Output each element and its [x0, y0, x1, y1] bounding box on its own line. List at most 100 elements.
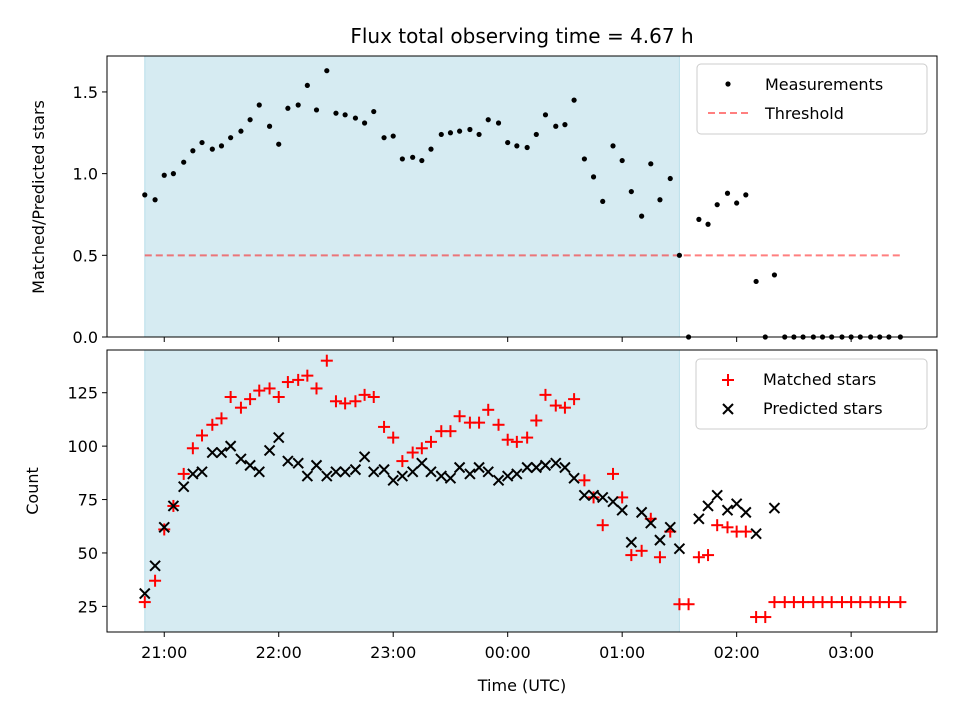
- predicted-stars-point: [673, 542, 686, 555]
- measurements-point: [639, 213, 645, 219]
- measurements-point: [753, 278, 759, 285]
- predicted-stars-point: [616, 504, 628, 516]
- predicted-stars-point: [530, 461, 543, 474]
- matched-stars-point: [263, 382, 276, 395]
- predicted-stars-point: [425, 466, 437, 478]
- measurements-point: [428, 146, 434, 152]
- measurements-point: [324, 68, 330, 74]
- matched-stars-point: [358, 388, 371, 401]
- measurements-point: [209, 146, 215, 152]
- measurements-point: [476, 131, 482, 138]
- measurements-point: [419, 157, 425, 164]
- ratio-y-tick-label: 1.0: [73, 165, 98, 184]
- matched-stars-point: [578, 474, 591, 487]
- measurements-point: [352, 115, 359, 121]
- measurements-point: [371, 108, 377, 115]
- counts-y-tick-label: 75: [78, 491, 98, 510]
- measurements-point: [562, 122, 568, 128]
- predicted-stars-point: [224, 440, 237, 452]
- predicted-stars-point: [196, 466, 208, 478]
- predicted-stars-point: [730, 498, 743, 510]
- measurements-point: [218, 143, 225, 149]
- measurements-point: [648, 161, 654, 167]
- ratio-legend: Measurements Threshold: [696, 63, 928, 135]
- matched-stars-point: [186, 442, 199, 455]
- measurements-point: [505, 139, 511, 146]
- predicted-stars-point: [664, 521, 676, 534]
- measurements-point: [524, 144, 530, 151]
- matched-stars-point: [473, 416, 486, 429]
- matched-stars-point: [158, 523, 171, 536]
- legend-predicted-marker: [722, 403, 734, 415]
- measurements-point: [410, 154, 416, 160]
- measurements-point: [390, 133, 396, 139]
- measurements-point: [743, 192, 749, 198]
- chart-title: Flux total observing time = 4.67 h: [350, 24, 693, 48]
- counts-y-tick-label: 50: [78, 544, 98, 563]
- predicted-stars-point: [368, 466, 380, 478]
- measurements-point: [276, 141, 282, 147]
- predicted-stars-point: [578, 489, 591, 501]
- measurements-point: [667, 175, 673, 182]
- ratio-plot-frame: [106, 55, 938, 338]
- predicted-stars-point: [282, 455, 294, 467]
- matched-stars-point: [894, 596, 907, 609]
- measurements-point: [152, 197, 158, 203]
- matched-stars-point: [215, 412, 228, 425]
- matched-stars-point: [721, 521, 734, 534]
- legend-matched-marker: [722, 374, 734, 386]
- predicted-stars-point: [273, 431, 285, 444]
- matched-stars-point: [482, 403, 495, 416]
- predicted-stars-point: [387, 474, 399, 487]
- measurements-point: [495, 120, 502, 126]
- predicted-stars-point: [511, 468, 523, 480]
- matched-stars-point: [702, 549, 715, 562]
- predicted-stars-point: [187, 468, 199, 480]
- matched-stars-point: [587, 491, 600, 504]
- counts-legend-box: [695, 358, 928, 430]
- matched-stars-point: [224, 391, 237, 403]
- matched-stars-point: [653, 551, 666, 564]
- matched-stars-point: [711, 519, 724, 532]
- matched-stars-point: [854, 596, 867, 609]
- matched-stars-point: [406, 446, 419, 459]
- matched-stars-point: [882, 596, 895, 609]
- predicted-stars-point: [206, 446, 219, 459]
- measurements-point: [190, 148, 196, 154]
- measurements-point: [399, 156, 405, 162]
- matched-stars-point: [692, 551, 705, 564]
- predicted-stars-point: [310, 459, 323, 472]
- measurements-point: [553, 123, 559, 129]
- matched-stars-point: [138, 596, 151, 609]
- matched-stars-point: [568, 393, 581, 406]
- measurements-point: [590, 174, 597, 180]
- counts-y-tick-label: 25: [78, 597, 98, 616]
- predicted-stars-point: [139, 587, 151, 600]
- ratio-y-axis-label: Matched/Predicted stars: [29, 100, 48, 294]
- measurements-point: [467, 126, 473, 133]
- x-tick-label: 21:00: [141, 643, 187, 662]
- predicted-stars-point: [167, 500, 180, 512]
- measurements-point: [734, 200, 740, 206]
- predicted-stars-point: [416, 457, 428, 469]
- predicted-stars-point: [263, 444, 276, 457]
- predicted-stars-point: [501, 470, 514, 482]
- predicted-stars-point: [149, 560, 161, 572]
- predicted-stars-point: [721, 504, 734, 516]
- x-tick-label: 22:00: [256, 643, 302, 662]
- predicted-stars-point: [539, 459, 552, 472]
- predicted-stars-point: [492, 474, 505, 487]
- measurements-point: [142, 192, 148, 198]
- counts-plot-frame: [106, 349, 938, 633]
- measurements-point: [381, 135, 387, 141]
- matched-stars-point: [367, 391, 380, 403]
- predicted-stars-point: [158, 521, 170, 534]
- matched-stars-point: [206, 418, 219, 431]
- matched-stars-point: [539, 388, 552, 401]
- matched-stars-point: [492, 418, 505, 431]
- predicted-stars-point: [550, 457, 562, 469]
- predicted-stars-point: [292, 457, 304, 469]
- matched-stars-point: [635, 544, 648, 557]
- matched-stars-point: [196, 429, 209, 442]
